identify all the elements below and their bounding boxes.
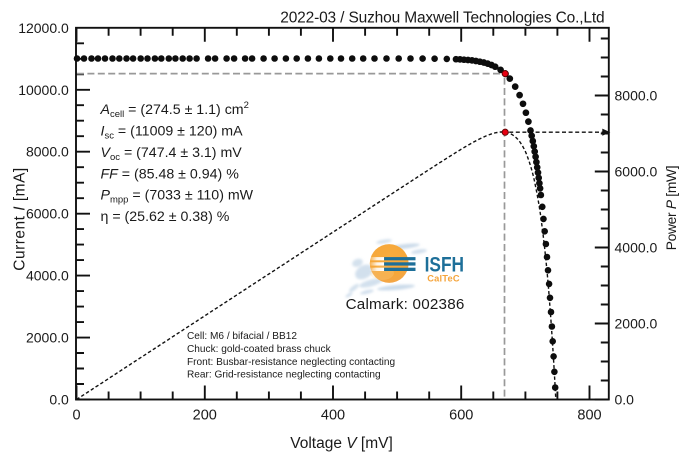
- svg-text:6000.0: 6000.0: [615, 164, 658, 180]
- svg-text:Rear: Grid-resistance neglecti: Rear: Grid-resistance neglecting contact…: [187, 370, 381, 381]
- svg-text:Pmpp = (7033 ± 110) mW: Pmpp = (7033 ± 110) mW: [101, 188, 254, 206]
- svg-text:Chuck: gold-coated brass chuck: Chuck: gold-coated brass chuck: [187, 344, 332, 355]
- svg-text:Front: Busbar-resistance negle: Front: Busbar-resistance neglecting cont…: [187, 357, 395, 368]
- svg-text:η = (25.62 ± 0.38) %: η = (25.62 ± 0.38) %: [101, 209, 230, 225]
- svg-text:0.0: 0.0: [615, 392, 635, 408]
- svg-text:FF = (85.48 ± 0.94) %: FF = (85.48 ± 0.94) %: [101, 166, 240, 182]
- svg-text:Cell: M6 / bifacial / BB12: Cell: M6 / bifacial / BB12: [187, 331, 297, 342]
- svg-text:800: 800: [577, 408, 601, 424]
- svg-text:6000.0: 6000.0: [26, 206, 69, 222]
- svg-text:12000.0: 12000.0: [18, 20, 69, 36]
- svg-text:Current I [mA]: Current I [mA]: [12, 167, 29, 270]
- svg-text:400: 400: [321, 408, 345, 424]
- svg-text:Isc = (11009 ± 120) mA: Isc = (11009 ± 120) mA: [101, 124, 244, 142]
- svg-text:10000.0: 10000.0: [18, 82, 69, 98]
- svg-text:200: 200: [193, 408, 217, 424]
- svg-text:Calmark: 002386: Calmark: 002386: [346, 296, 465, 313]
- svg-text:8000.0: 8000.0: [26, 144, 69, 160]
- svg-text:8000.0: 8000.0: [615, 88, 658, 104]
- svg-text:2022-03 / Suzhou Maxwell Techn: 2022-03 / Suzhou Maxwell Technologies Co…: [280, 10, 604, 27]
- svg-text:CalTeC: CalTeC: [427, 273, 460, 283]
- svg-text:0.0: 0.0: [49, 392, 69, 408]
- svg-text:4000.0: 4000.0: [615, 240, 658, 256]
- svg-text:Voc = (747.4 ± 3.1) mV: Voc = (747.4 ± 3.1) mV: [101, 145, 243, 163]
- svg-text:0: 0: [72, 408, 80, 424]
- svg-text:Voltage V [mV]: Voltage V [mV]: [290, 435, 393, 452]
- svg-text:2000.0: 2000.0: [615, 316, 658, 332]
- svg-text:Power P [mW]: Power P [mW]: [664, 166, 679, 251]
- svg-text:600: 600: [449, 408, 473, 424]
- svg-text:ISFH: ISFH: [425, 253, 464, 277]
- svg-text:4000.0: 4000.0: [26, 268, 69, 284]
- svg-text:2000.0: 2000.0: [26, 330, 69, 346]
- svg-text:Acell = (274.5 ± 1.1) cm2: Acell = (274.5 ± 1.1) cm2: [100, 100, 249, 120]
